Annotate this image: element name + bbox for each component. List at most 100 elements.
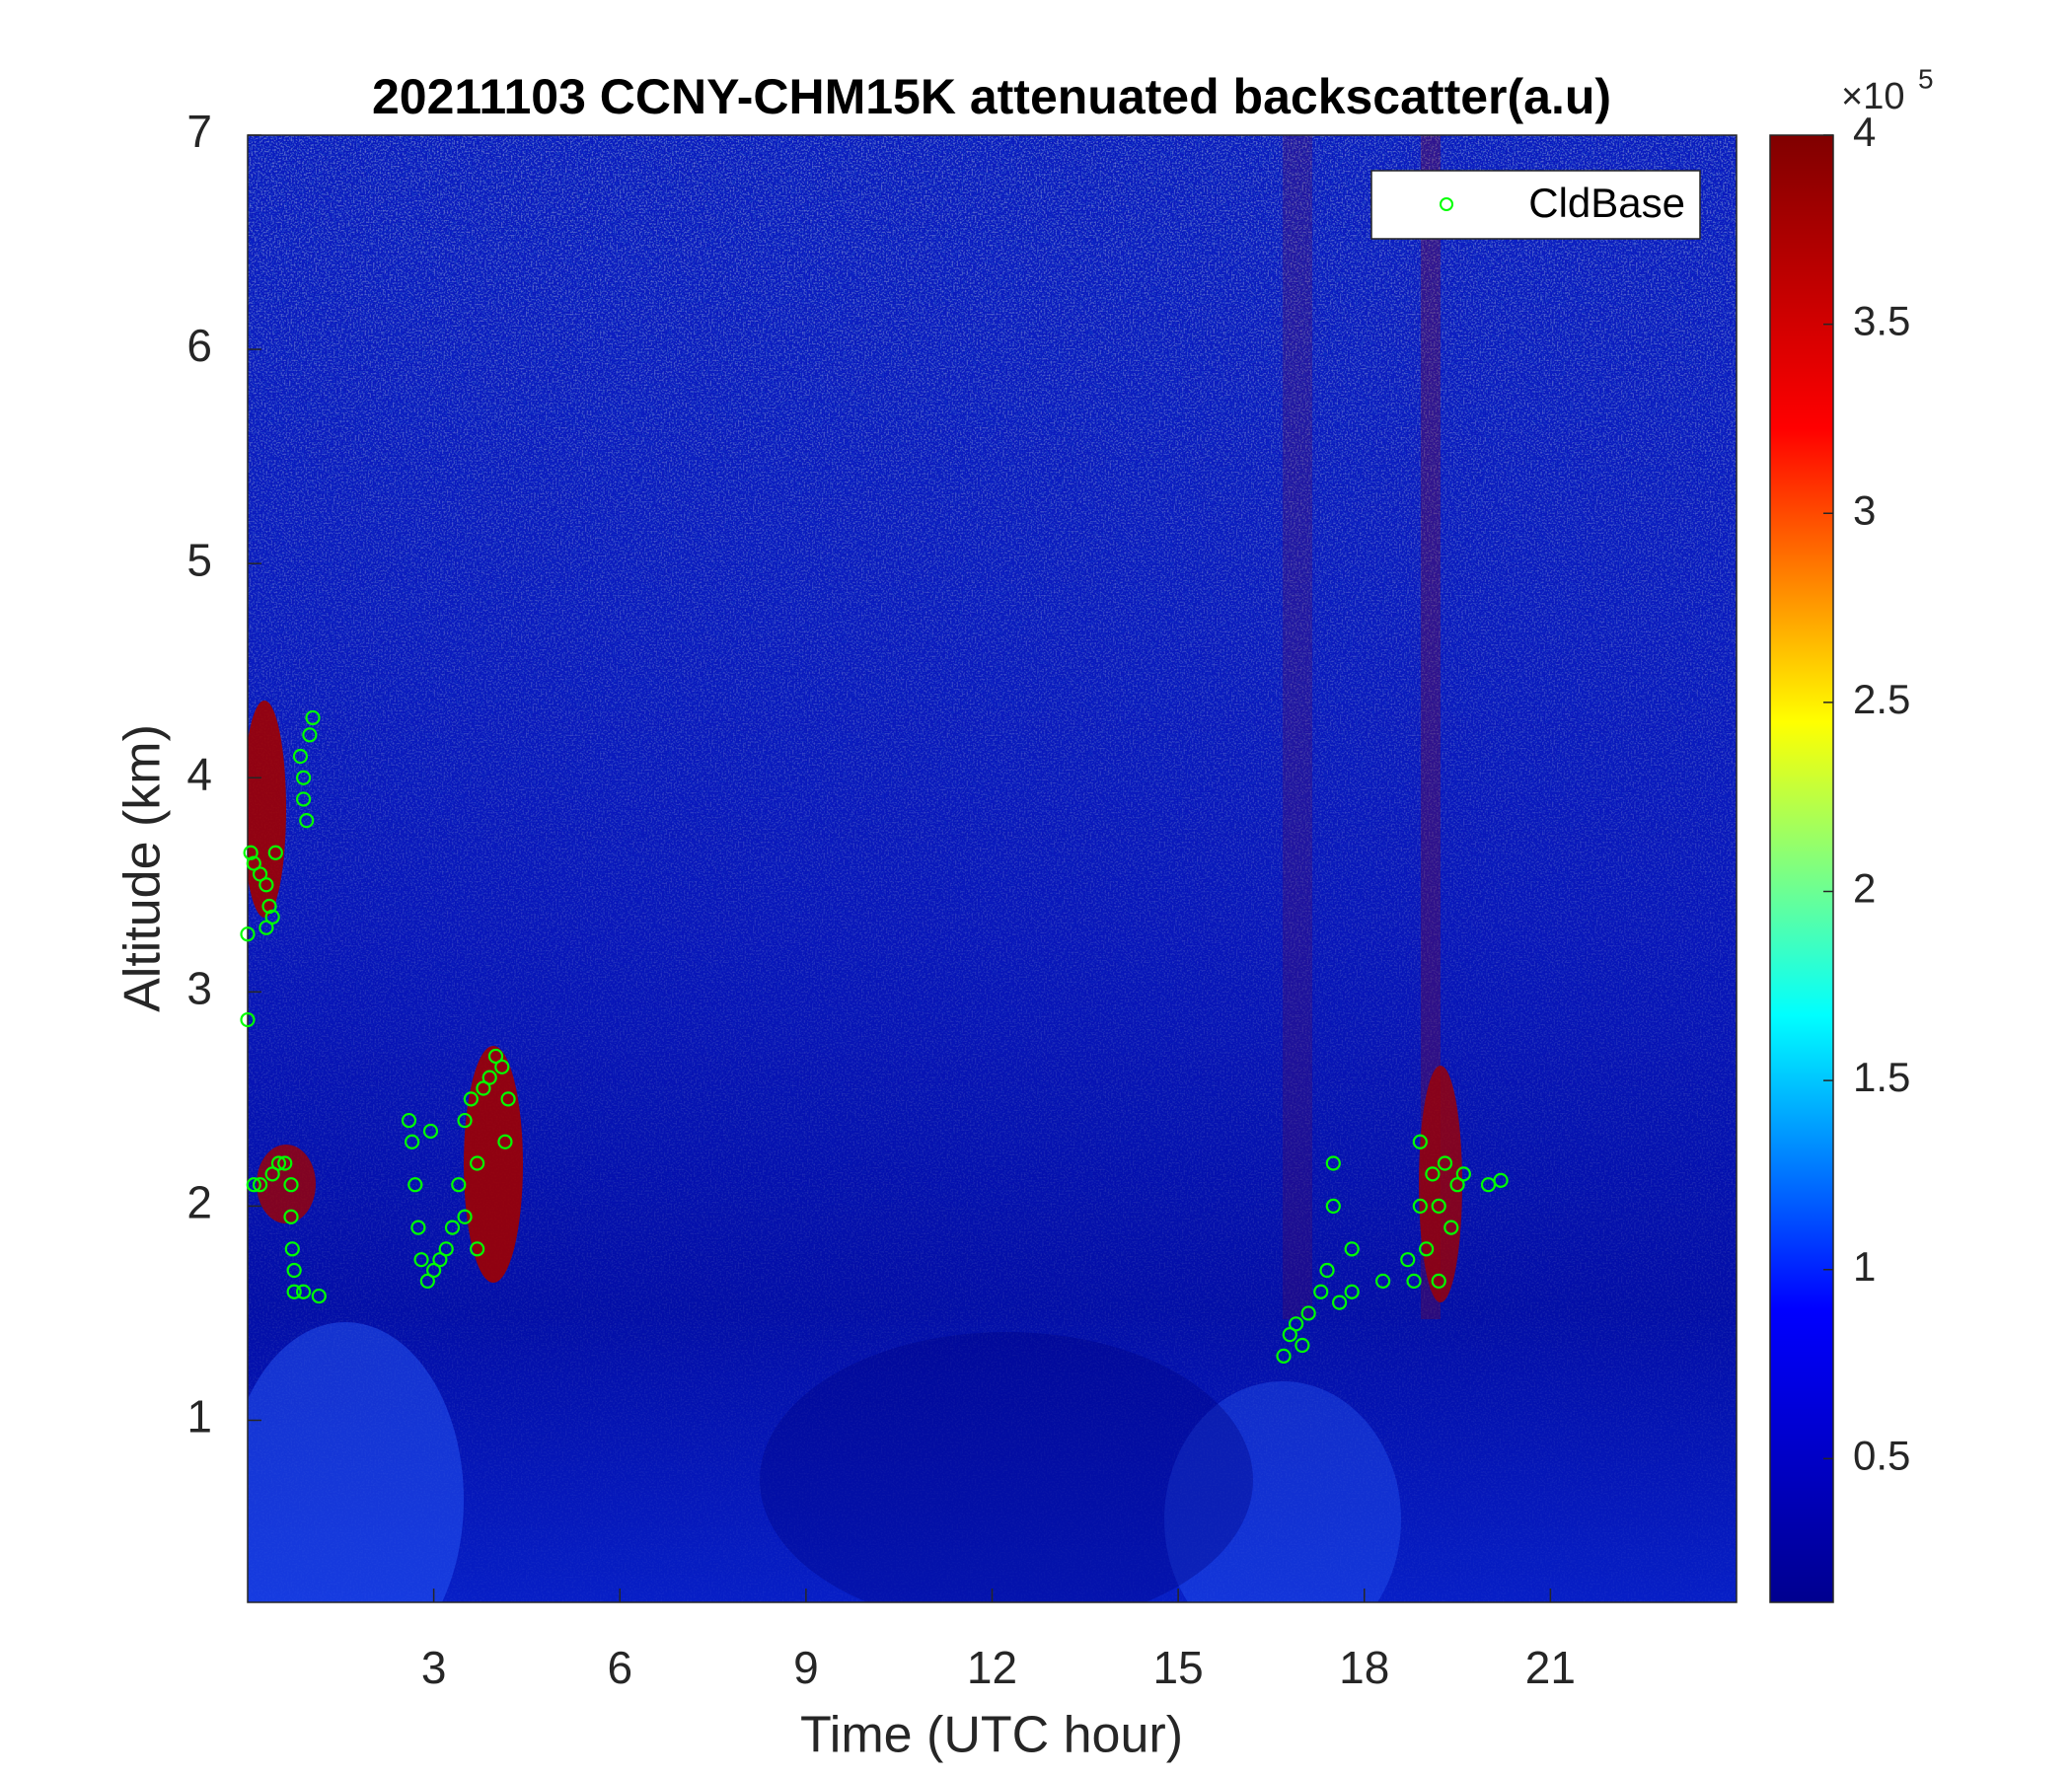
cloud-base-point [1443, 1220, 1459, 1235]
cloud-base-point [405, 1134, 420, 1149]
cloud-base-point [1331, 1295, 1348, 1310]
cloud-base-point [1449, 1177, 1465, 1193]
cloud-base-point [487, 1048, 504, 1065]
cloud-base-point [1431, 1273, 1446, 1289]
cloud-base-point [401, 1112, 417, 1129]
cloud-base-point [243, 845, 259, 860]
y-tick-label: 7 [186, 106, 212, 157]
cloud-base-point [240, 1011, 256, 1028]
cloud-base-point [1319, 1262, 1335, 1279]
colorbar-tick-label: 1 [1853, 1243, 1876, 1290]
cloud-base-point [295, 770, 312, 785]
cloud-base-point [1400, 1252, 1416, 1268]
cloud-base-point [1313, 1284, 1329, 1299]
cloud-base-point [311, 1288, 327, 1304]
cloud-base-point [410, 1220, 426, 1235]
x-axis-label: Time (UTC hour) [800, 1707, 1183, 1764]
cloud-base-point [267, 845, 283, 860]
y-tick-label: 1 [186, 1391, 212, 1443]
cloud-base-point [470, 1155, 485, 1171]
cloud-base-point [264, 909, 280, 925]
y-axis-label: Altitude (km) [114, 724, 172, 1012]
cloud-base-point [1412, 1134, 1428, 1149]
cloud-base-point [451, 1177, 467, 1193]
colorbar-tick-label: 0.5 [1853, 1432, 1910, 1478]
x-tick-label: 9 [793, 1642, 819, 1693]
cloud-base-point [259, 920, 274, 935]
y-tick-label: 5 [186, 534, 212, 585]
cloud-base-point [1437, 1155, 1453, 1171]
cloud-base-point [457, 1209, 473, 1224]
x-tick-label: 21 [1525, 1642, 1576, 1693]
cloud-base-point [283, 1209, 299, 1224]
cloud-base-point [292, 748, 309, 765]
colorbar-exponent-power: 5 [1918, 63, 1934, 94]
cloud-base-point [1344, 1284, 1360, 1299]
cloud-base-point [1282, 1327, 1297, 1343]
colorbar-tick-label: 4 [1853, 109, 1876, 155]
cloud-base-point [277, 1155, 293, 1171]
cloud-base-point [413, 1252, 429, 1268]
cloud-base-point [432, 1252, 448, 1268]
cloud-base-point [476, 1080, 491, 1096]
cloud-base-point [252, 1177, 268, 1193]
cloud-base-point [444, 1220, 461, 1235]
colorbar-tick-label: 2.5 [1853, 676, 1910, 722]
legend-label: CldBase [1528, 180, 1685, 226]
cloud-base-point [240, 926, 256, 942]
colorbar-tick-label: 1.5 [1853, 1054, 1910, 1100]
chart-title: 20211103 CCNY-CHM15K attenuated backscat… [372, 69, 1611, 124]
colorbar [1769, 134, 1834, 1603]
cloud-base-point [1344, 1241, 1360, 1257]
cloud-base-point [286, 1284, 302, 1299]
cloud-base-point [1325, 1198, 1341, 1215]
cloud-base-point [457, 1112, 473, 1129]
series-points [240, 709, 1509, 1364]
y-tick-label: 6 [186, 320, 212, 371]
cloud-base-point [246, 855, 261, 871]
cloud-base-point [422, 1123, 439, 1140]
cloud-base-point [1455, 1166, 1471, 1182]
cloud-base-point [1276, 1348, 1292, 1364]
cloud-base-point [1300, 1305, 1316, 1321]
cloud-base-point [1419, 1241, 1435, 1257]
cloud-base-point [1431, 1198, 1446, 1215]
legend: CldBase [1370, 170, 1701, 240]
cloud-base-point [305, 709, 321, 726]
cloud-base-point [246, 1177, 261, 1193]
cloud-base-point [259, 877, 274, 893]
legend-marker [1440, 197, 1453, 211]
colorbar-tick-label: 3 [1853, 486, 1876, 533]
cloud-base-point [1295, 1337, 1310, 1354]
cloud-base-point [426, 1262, 442, 1279]
y-tick-label: 2 [186, 1177, 212, 1228]
cloud-base-point [284, 1241, 300, 1257]
cloud-base-point [1412, 1198, 1428, 1215]
x-tick-label: 3 [421, 1642, 447, 1693]
x-tick-label: 12 [967, 1642, 1017, 1693]
cloud-base-point [481, 1070, 497, 1085]
cloud-base-point [261, 898, 277, 915]
cloud-base-point [463, 1091, 479, 1107]
colorbar-exponent-base: ×10 [1841, 76, 1904, 117]
cloud-base-point [264, 1166, 280, 1182]
cloud-base-point [1325, 1155, 1341, 1171]
cloud-base-point [497, 1134, 513, 1149]
x-tick-label: 6 [607, 1642, 632, 1693]
colorbar-tick-label: 3.5 [1853, 298, 1910, 344]
cloud-base-point [295, 791, 312, 807]
cloud-base-point [252, 866, 268, 882]
cloud-base-point [1425, 1166, 1441, 1182]
cloud-base-point [494, 1059, 510, 1074]
legend-box [1370, 170, 1701, 240]
cloud-base-point [299, 813, 315, 829]
cloud-base-point [1493, 1172, 1509, 1188]
cloud-base-point [295, 1284, 312, 1299]
cloud-base-point [270, 1155, 287, 1171]
colorbar-tick-label: 2 [1853, 865, 1876, 912]
cloud-base-point [438, 1241, 454, 1257]
cloud-base-point [1406, 1273, 1422, 1289]
y-tick-label: 4 [186, 748, 212, 799]
cloud-base-point [286, 1262, 302, 1279]
